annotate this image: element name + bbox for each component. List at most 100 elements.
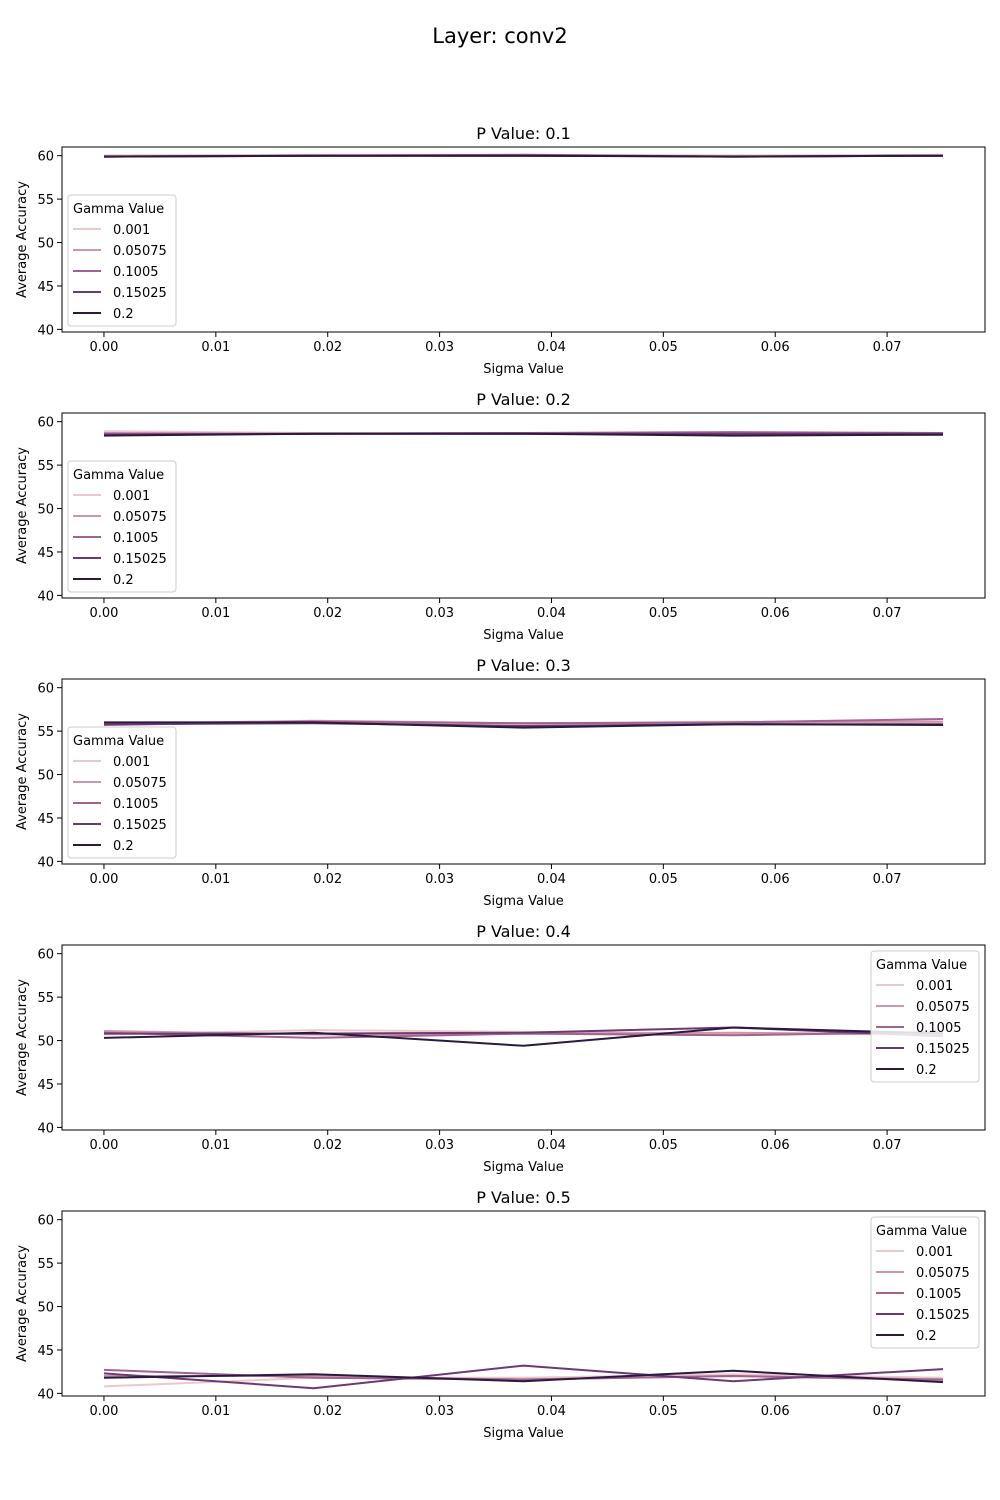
legend: Gamma Value 0.001 0.05075 0.1005 0.15025 0.2 — [67, 194, 177, 327]
x-tick-label: 0.01 — [201, 1404, 230, 1419]
y-tick-label: 45 — [37, 280, 54, 295]
x-tick-label: 0.06 — [761, 1138, 790, 1153]
x-tick-label: 0.06 — [761, 340, 790, 355]
legend-label-0.1005: 0.1005 — [113, 531, 159, 546]
legend-label-0.15025: 0.15025 — [113, 552, 167, 567]
legend-label-0.1005: 0.1005 — [113, 265, 159, 280]
legend-box — [67, 194, 177, 327]
legend-title: Gamma Value — [73, 202, 164, 217]
x-tick-label: 0.03 — [425, 606, 454, 621]
y-axis-label: Average Accuracy — [15, 181, 30, 298]
legend-label-0.1005: 0.1005 — [916, 1287, 962, 1302]
legend-title: Gamma Value — [876, 958, 967, 973]
legend: Gamma Value 0.001 0.05075 0.1005 0.15025 0.2 — [67, 460, 177, 593]
legend-box — [870, 950, 980, 1083]
x-tick-label: 0.06 — [761, 872, 790, 887]
y-tick-label: 55 — [37, 459, 54, 474]
y-axis-label: Average Accuracy — [15, 713, 30, 830]
axes-frame — [61, 412, 986, 599]
y-tick-label: 50 — [37, 237, 54, 252]
x-tick-label: 0.06 — [761, 606, 790, 621]
legend-label-0.1005: 0.1005 — [113, 797, 159, 812]
subplot-title: P Value: 0.5 — [476, 1188, 571, 1207]
x-tick-label: 0.04 — [537, 872, 566, 887]
legend-label-0.15025: 0.15025 — [916, 1308, 970, 1323]
x-tick-label: 0.04 — [537, 340, 566, 355]
y-tick-label: 60 — [37, 682, 54, 697]
legend-label-0.001: 0.001 — [916, 1245, 953, 1260]
x-axis-label: Sigma Value — [483, 1426, 564, 1441]
legend-label-0.001: 0.001 — [916, 979, 953, 994]
legend-label-0.05075: 0.05075 — [113, 510, 167, 525]
legend-label-0.05075: 0.05075 — [113, 776, 167, 791]
y-tick-label: 45 — [37, 1078, 54, 1093]
legend: Gamma Value 0.001 0.05075 0.1005 0.15025 0.2 — [870, 950, 980, 1083]
x-tick-label: 0.00 — [89, 340, 118, 355]
series-line-0.2 — [103, 1369, 944, 1384]
x-tick-label: 0.02 — [313, 1138, 342, 1153]
y-tick-label: 55 — [37, 1257, 54, 1272]
x-tick-label: 0.03 — [425, 872, 454, 887]
y-tick-label: 45 — [37, 546, 54, 561]
subplot-title: P Value: 0.1 — [476, 124, 571, 143]
x-tick-label: 0.02 — [313, 1404, 342, 1419]
y-tick-label: 60 — [37, 948, 54, 963]
subplot-4: P Value: 0.4 0.00 0.01 0.02 0.03 0.04 0.05 0.06… — [15, 922, 986, 1175]
subplot-3: P Value: 0.3 0.00 0.01 0.02 0.03 0.04 0.05 0.06… — [15, 656, 986, 909]
subplot-title: P Value: 0.4 — [476, 922, 571, 941]
y-tick-label: 40 — [37, 1387, 54, 1402]
legend-label-0.2: 0.2 — [113, 839, 134, 854]
x-tick-label: 0.07 — [873, 872, 902, 887]
x-tick-label: 0.06 — [761, 1404, 790, 1419]
figure-suptitle: Layer: conv2 — [432, 24, 568, 48]
x-tick-label: 0.07 — [873, 340, 902, 355]
legend-box — [870, 1216, 980, 1349]
y-tick-label: 55 — [37, 193, 54, 208]
axes-frame — [61, 678, 986, 865]
y-tick-label: 55 — [37, 725, 54, 740]
legend-label-0.05075: 0.05075 — [113, 244, 167, 259]
x-tick-label: 0.01 — [201, 340, 230, 355]
y-tick-label: 40 — [37, 589, 54, 604]
x-tick-label: 0.01 — [201, 872, 230, 887]
x-tick-label: 0.04 — [537, 1404, 566, 1419]
axes-frame — [61, 944, 986, 1131]
subplot-title: P Value: 0.2 — [476, 390, 571, 409]
y-tick-label: 50 — [37, 769, 54, 784]
y-axis-label: Average Accuracy — [15, 1245, 30, 1362]
subplot-title: P Value: 0.3 — [476, 656, 571, 675]
x-tick-label: 0.02 — [313, 872, 342, 887]
y-axis-label: Average Accuracy — [15, 447, 30, 564]
y-tick-label: 50 — [37, 1301, 54, 1316]
subplot-1: P Value: 0.1 0.00 0.01 0.02 0.03 0.04 0.05 0.06… — [15, 124, 986, 377]
x-tick-label: 0.05 — [649, 1404, 678, 1419]
x-tick-label: 0.01 — [201, 606, 230, 621]
x-tick-label: 0.05 — [649, 1138, 678, 1153]
legend-label-0.05075: 0.05075 — [916, 1000, 970, 1015]
legend-label-0.05075: 0.05075 — [916, 1266, 970, 1281]
y-tick-label: 60 — [37, 150, 54, 165]
y-tick-label: 45 — [37, 812, 54, 827]
x-axis-label: Sigma Value — [483, 628, 564, 643]
x-tick-label: 0.07 — [873, 1138, 902, 1153]
legend-label-0.15025: 0.15025 — [113, 286, 167, 301]
x-tick-label: 0.02 — [313, 340, 342, 355]
x-tick-label: 0.00 — [89, 1404, 118, 1419]
x-axis-label: Sigma Value — [483, 894, 564, 909]
x-tick-label: 0.00 — [89, 606, 118, 621]
legend-title: Gamma Value — [876, 1224, 967, 1239]
legend: Gamma Value 0.001 0.05075 0.1005 0.15025 0.2 — [67, 726, 177, 859]
y-tick-label: 40 — [37, 323, 54, 338]
legend-box — [67, 726, 177, 859]
legend-label-0.001: 0.001 — [113, 489, 150, 504]
x-tick-label: 0.07 — [873, 1404, 902, 1419]
y-tick-label: 55 — [37, 991, 54, 1006]
legend-label-0.2: 0.2 — [916, 1063, 937, 1078]
x-tick-label: 0.03 — [425, 340, 454, 355]
legend: Gamma Value 0.001 0.05075 0.1005 0.15025 0.2 — [870, 1216, 980, 1349]
x-tick-label: 0.03 — [425, 1404, 454, 1419]
legend-label-0.2: 0.2 — [916, 1329, 937, 1344]
y-tick-label: 40 — [37, 1121, 54, 1136]
y-tick-label: 50 — [37, 503, 54, 518]
